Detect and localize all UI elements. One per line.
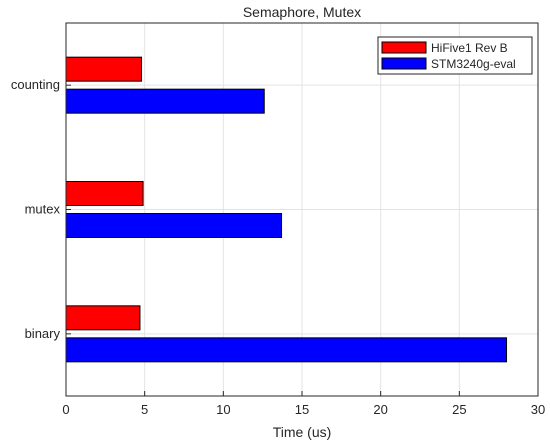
x-tick-label: 5 xyxy=(141,402,148,417)
x-tick-label: 10 xyxy=(216,402,230,417)
grid-lines xyxy=(66,23,538,396)
y-axis-ticks: binary mutex counting xyxy=(11,77,71,341)
x-axis-label: Time (us) xyxy=(273,424,332,440)
bar-hifive-binary xyxy=(65,305,141,331)
bar-hifive-mutex xyxy=(65,181,144,206)
x-axis-ticks: 0 5 10 15 20 25 30 xyxy=(62,391,545,417)
x-tick-label: 0 xyxy=(62,402,69,417)
bar-hifive-counting xyxy=(65,56,143,82)
bar-stm-binary xyxy=(65,337,508,363)
legend-label-stm: STM3240g-eval xyxy=(431,57,516,71)
x-tick-label: 30 xyxy=(531,402,545,417)
x-tick-label: 15 xyxy=(295,402,309,417)
bar-stm-mutex xyxy=(65,213,283,238)
legend-swatch-hifive xyxy=(381,41,427,54)
x-tick-label: 20 xyxy=(373,402,387,417)
y-tick-label-counting: counting xyxy=(11,77,60,92)
legend-label-hifive: HiFive1 Rev B xyxy=(431,41,508,55)
bar-stm-counting xyxy=(65,88,265,114)
y-tick-label-binary: binary xyxy=(25,326,61,341)
y-tick-label-mutex: mutex xyxy=(25,202,61,217)
x-tick-label: 25 xyxy=(452,402,466,417)
legend-swatch-stm xyxy=(381,57,427,70)
legend: HiFive1 Rev B STM3240g-eval xyxy=(377,36,533,75)
chart-title: Semaphore, Mutex xyxy=(243,4,361,20)
